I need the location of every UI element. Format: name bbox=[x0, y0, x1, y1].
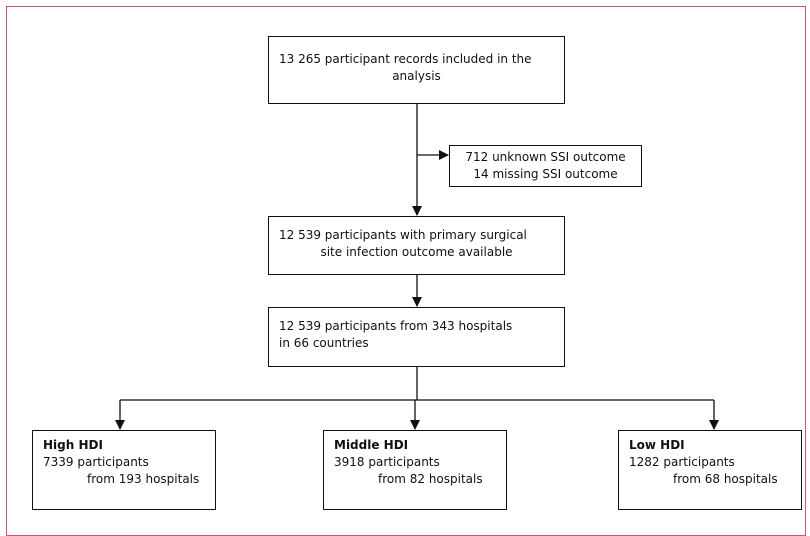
connectors bbox=[115, 104, 719, 430]
box-title: Middle HDI bbox=[334, 438, 409, 452]
line: 14 missing SSI outcome bbox=[473, 167, 618, 181]
box: 13 265 participant records included in t… bbox=[268, 36, 565, 104]
box: High HDI 7339 participants from 193 hosp… bbox=[32, 430, 216, 510]
line: 7339 participants bbox=[43, 455, 149, 469]
line: in 66 countries bbox=[279, 336, 369, 350]
line: 1282 participants bbox=[629, 455, 735, 469]
line: 12 539 participants with primary surgica… bbox=[279, 228, 527, 242]
box: 12 539 participants from 343 hospitals i… bbox=[268, 307, 565, 367]
box-title: Low HDI bbox=[629, 438, 685, 452]
box: 12 539 participants with primary surgica… bbox=[268, 216, 565, 275]
box: Middle HDI 3918 participants from 82 hos… bbox=[323, 430, 507, 510]
line: 12 539 participants from 343 hospitals bbox=[279, 319, 513, 333]
box-title: High HDI bbox=[43, 438, 103, 452]
line: analysis bbox=[392, 69, 441, 83]
line: from 68 hospitals bbox=[673, 472, 778, 486]
line: 3918 participants bbox=[334, 455, 440, 469]
page: 13 265 participant records included in t… bbox=[6, 6, 806, 536]
box: Low HDI 1282 participants from 68 hospit… bbox=[618, 430, 802, 510]
line: 712 unknown SSI outcome bbox=[465, 150, 626, 164]
box: 712 unknown SSI outcome 14 missing SSI o… bbox=[449, 145, 642, 187]
line: from 193 hospitals bbox=[87, 472, 200, 486]
line: from 82 hospitals bbox=[378, 472, 483, 486]
line: 13 265 participant records included in t… bbox=[279, 52, 532, 66]
line: site infection outcome available bbox=[320, 245, 513, 259]
